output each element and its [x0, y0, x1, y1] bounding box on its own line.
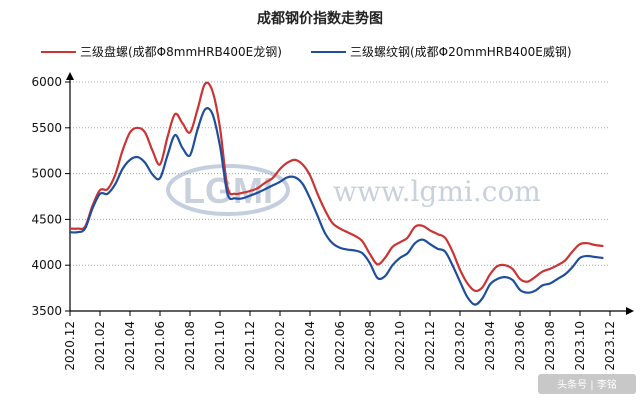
- credit-badge: 头条号 | 李铭: [538, 374, 636, 394]
- x-tick-label: 2021.10: [213, 321, 227, 371]
- x-tick-label: 2022.12: [423, 321, 437, 371]
- x-tick-label: 2021.08: [183, 321, 197, 371]
- legend-label-series-1: 三级盘螺(成都Φ8mmHRB400E龙钢): [80, 44, 282, 59]
- x-tick-label: 2021.12: [243, 321, 257, 371]
- chart-title: 成都钢价指数走势图: [257, 10, 383, 27]
- x-tick-label: 2023.10: [573, 321, 587, 371]
- x-tick-label: 2021.04: [123, 321, 137, 371]
- y-axis-arrow: [66, 72, 74, 80]
- x-axis-arrow: [626, 307, 634, 315]
- x-tick-label: 2023.06: [513, 321, 527, 371]
- legend-label-series-2: 三级螺纹钢(成都Φ20mmHRB400E威钢): [350, 45, 572, 59]
- y-tick-label: 6000: [31, 75, 62, 89]
- x-tick-label: 2023.08: [543, 321, 557, 371]
- y-tick-label: 5500: [31, 121, 62, 135]
- watermark-site-text: www.lgmi.com: [333, 175, 541, 208]
- series-group: [68, 81, 604, 306]
- series-line-2: [68, 107, 604, 306]
- x-tick-label: 2022.06: [333, 321, 347, 371]
- y-tick-label: 4000: [31, 258, 62, 272]
- x-tick-label: 2020.12: [63, 321, 77, 371]
- x-tick-label: 2021.06: [153, 321, 167, 371]
- credit-text: 头条号 | 李铭: [557, 378, 617, 391]
- x-tick-label: 2021.02: [93, 321, 107, 371]
- x-tick-label: 2023.04: [483, 321, 497, 371]
- series-line-1: [68, 81, 604, 293]
- y-axis: 3500 4000 4500 5000 5500 6000: [31, 72, 74, 318]
- x-tick-label: 2022.04: [303, 321, 317, 371]
- x-axis: 2020.12 2021.02 2021.04 2021.06 2021.08 2021.…: [63, 307, 634, 371]
- y-tick-label: 5000: [31, 167, 62, 181]
- x-tick-label: 2022.10: [393, 321, 407, 371]
- x-tick-label: 2023.02: [453, 321, 467, 371]
- x-tick-label: 2022.08: [363, 321, 377, 371]
- x-tick-label: 2023.12: [603, 321, 617, 371]
- watermark: LGMI www.lgmi.com: [166, 164, 541, 216]
- watermark-logo-ring: [166, 164, 290, 216]
- legend: 三级盘螺(成都Φ8mmHRB400E龙钢) 三级螺纹钢(成都Φ20mmHRB40…: [41, 44, 572, 59]
- y-tick-label: 3500: [31, 304, 62, 318]
- y-tick-label: 4500: [31, 212, 62, 226]
- grid: [70, 81, 610, 266]
- x-tick-label: 2022.02: [273, 321, 287, 371]
- credit-badge-bg: [538, 374, 636, 394]
